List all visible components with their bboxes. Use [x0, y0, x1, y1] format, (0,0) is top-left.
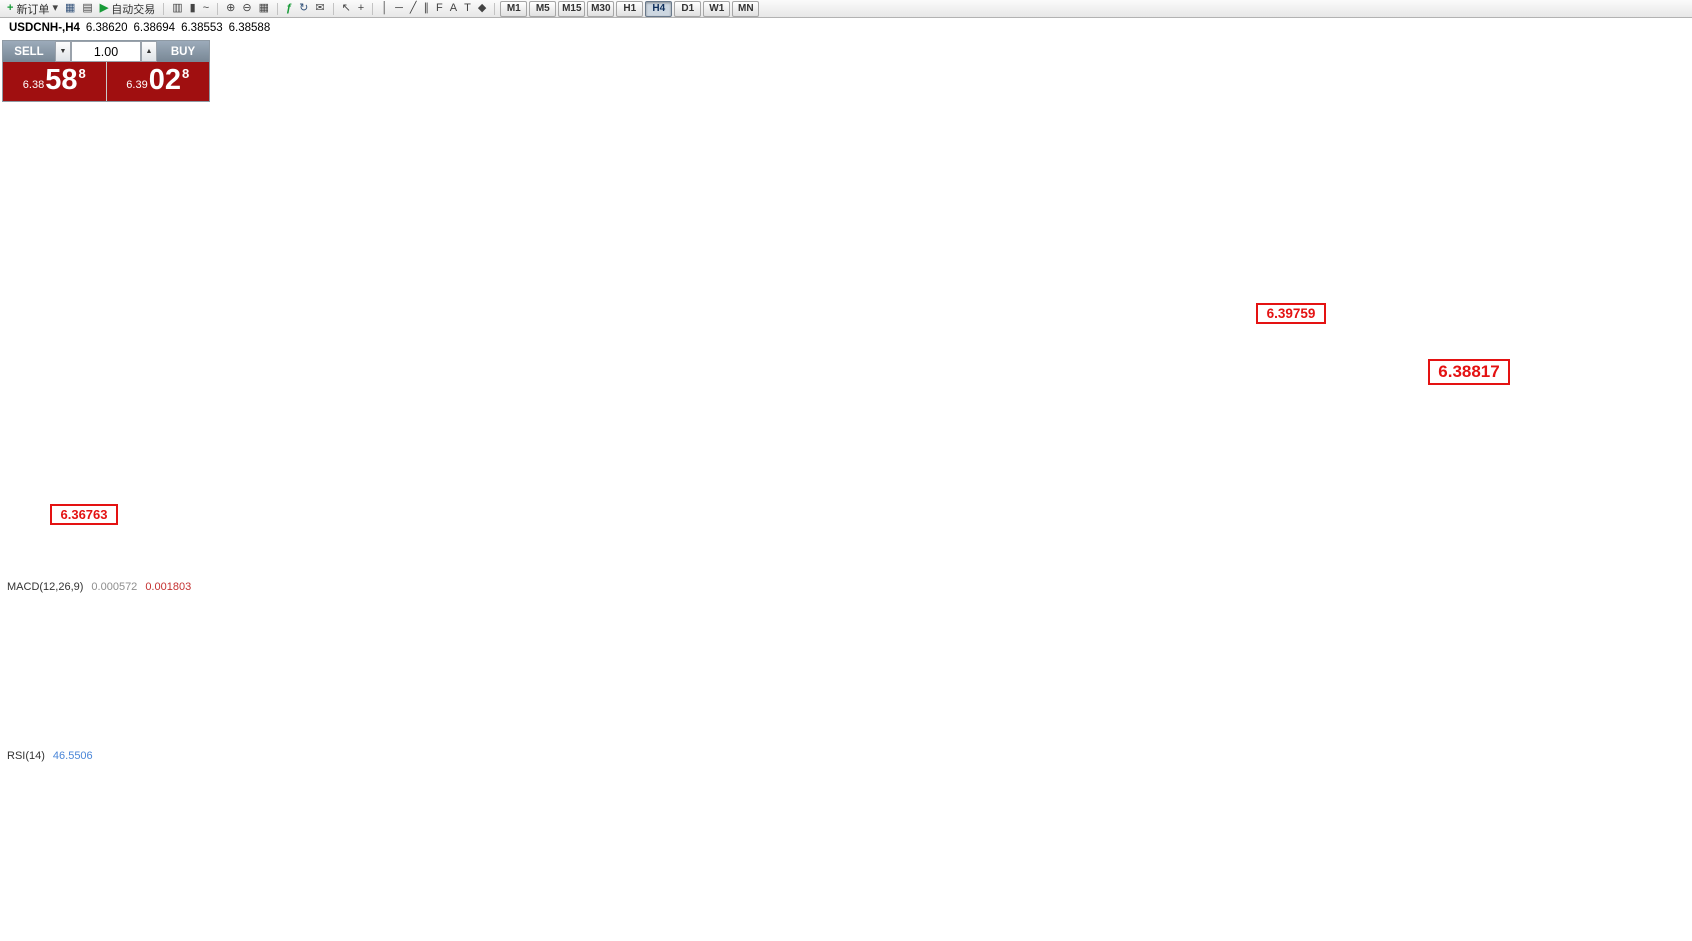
timeframe-h1-button[interactable]: H1: [616, 0, 644, 17]
timeframe-d1-button[interactable]: D1: [674, 0, 702, 17]
low-value: 6.38553: [181, 22, 223, 34]
trendline-tool-button[interactable]: ╱: [407, 1, 420, 16]
zoom-out-button[interactable]: ⊖: [239, 1, 254, 16]
chart-ohlc-header: USDCNH-,H4 6.38620 6.38694 6.38553 6.385…: [9, 22, 270, 34]
auto-trading-label: 自动交易: [111, 3, 156, 16]
swing-low-annotation[interactable]: 6.36763: [50, 504, 118, 525]
timeframe-m1-button[interactable]: M1: [500, 0, 528, 17]
fibonacci-tool-button[interactable]: F: [433, 1, 446, 16]
toolbar-separator: [163, 2, 165, 15]
volume-input[interactable]: [71, 41, 141, 62]
macd-indicator-header: MACD(12,26,9) 0.000572 0.001803: [7, 581, 191, 593]
rsi-title: RSI(14): [7, 750, 45, 762]
timeframe-w1-button[interactable]: W1: [703, 0, 731, 17]
bar-chart-button[interactable]: ▥: [169, 1, 185, 16]
play-icon: ▶: [99, 2, 109, 14]
macd-title: MACD(12,26,9): [7, 581, 84, 593]
candle-chart-icon: ▮: [189, 2, 196, 14]
new-chart-icon: ▦: [64, 2, 76, 14]
channel-icon: ∥: [423, 2, 430, 14]
line-chart-icon: ~: [202, 2, 210, 14]
close-value: 6.38588: [228, 22, 271, 34]
rsi-value: 46.5506: [52, 750, 93, 762]
sell-price-point: 8: [78, 66, 86, 81]
buy-price-pips: 02: [148, 64, 181, 96]
vertical-line-icon: │: [381, 2, 389, 14]
grid-button[interactable]: ▦: [256, 1, 272, 16]
macd-main-value: 0.000572: [91, 581, 138, 593]
shapes-icon: ◆: [477, 2, 487, 14]
buy-price-integer: 6.39: [126, 79, 148, 91]
timeframe-m5-button[interactable]: M5: [529, 0, 557, 17]
sell-price-pips: 58: [45, 64, 78, 96]
horizontal-line-icon: ─: [395, 2, 403, 14]
timeframe-mn-button[interactable]: MN: [732, 0, 760, 17]
new-order-label: 新订单: [16, 3, 50, 16]
buy-button[interactable]: BUY: [157, 41, 209, 62]
zoom-in-button[interactable]: ⊕: [223, 1, 238, 16]
chevron-down-icon: ▾: [52, 2, 58, 14]
timeframe-m15-button[interactable]: M15: [558, 0, 586, 17]
volume-decrease-button[interactable]: ▼: [55, 41, 71, 62]
candle-chart-button[interactable]: ▮: [187, 1, 199, 16]
fibonacci-icon: F: [436, 2, 443, 14]
toolbar-separator: [217, 2, 219, 15]
buy-price-point: 8: [181, 66, 190, 81]
label-tool-button[interactable]: T: [461, 1, 474, 16]
mailbox-button[interactable]: ✉: [312, 1, 327, 16]
indicators-button[interactable]: ƒ: [283, 1, 295, 16]
cursor-icon: ↖: [341, 2, 351, 14]
entry-price-annotation[interactable]: 6.38817: [1428, 359, 1510, 385]
swing-high-annotation[interactable]: 6.39759: [1256, 303, 1326, 324]
toolbar-separator: [372, 2, 374, 15]
toolbar-separator: [494, 2, 496, 15]
crosshair-tool-button[interactable]: +: [355, 1, 367, 16]
refresh-button[interactable]: ↻: [296, 1, 311, 16]
auto-trading-button[interactable]: ▶ 自动交易: [97, 1, 158, 16]
timeframe-h4-button[interactable]: H4: [645, 0, 673, 17]
shapes-tool-button[interactable]: ◆: [475, 1, 489, 16]
cursor-tool-button[interactable]: ↖: [339, 1, 354, 16]
macd-signal-value: 0.001803: [145, 581, 192, 593]
text-tool-icon: A: [449, 2, 458, 14]
vertical-line-tool-button[interactable]: │: [378, 1, 391, 16]
high-value: 6.38694: [133, 22, 176, 34]
toolbar-separator: [277, 2, 278, 15]
volume-increase-button[interactable]: ▲: [141, 41, 157, 62]
zoom-in-icon: ⊕: [226, 2, 236, 14]
profiles-button[interactable]: ▤: [79, 1, 95, 16]
trendline-icon: ╱: [409, 2, 417, 14]
sell-price-integer: 6.38: [22, 79, 45, 91]
open-value: 6.38620: [85, 22, 128, 34]
text-tool-button[interactable]: A: [447, 1, 460, 16]
horizontal-line-tool-button[interactable]: ─: [392, 1, 406, 16]
spinner-up-icon: ▲: [145, 48, 153, 55]
crosshair-icon: +: [357, 2, 365, 14]
plus-icon: +: [7, 2, 14, 14]
timeframe-m30-button[interactable]: M30: [587, 0, 615, 17]
toolbar-separator: [332, 2, 334, 15]
grid-icon: ▦: [258, 2, 269, 14]
bar-chart-icon: ▥: [172, 2, 183, 14]
new-order-button[interactable]: + 新订单 ▾: [4, 1, 61, 16]
buy-price-display[interactable]: 6.39 02 8: [106, 62, 209, 101]
mail-icon: ✉: [315, 2, 325, 14]
new-chart-button[interactable]: ▦: [62, 1, 78, 16]
sell-price-display[interactable]: 6.38 58 8: [3, 62, 107, 101]
rsi-indicator-header: RSI(14) 46.5506: [7, 750, 93, 762]
one-click-trading-panel: SELL ▼ ▲ BUY 6.38 58 8 6.39 02 8: [2, 40, 210, 102]
sell-button[interactable]: SELL: [3, 41, 55, 62]
line-chart-button[interactable]: ~: [200, 1, 212, 16]
zoom-out-icon: ⊖: [242, 2, 252, 14]
spinner-down-icon: ▼: [59, 48, 67, 55]
label-tool-icon: T: [464, 2, 471, 14]
symbol-label: USDCNH-,H4: [9, 22, 80, 34]
channel-tool-button[interactable]: ∥: [421, 1, 433, 16]
main-toolbar: + 新订单 ▾ ▦ ▤ ▶ 自动交易 ▥ ▮ ~ ⊕ ⊖ ▦ ƒ ↻ ✉ ↖ +…: [0, 0, 1692, 18]
profiles-icon: ▤: [82, 2, 93, 14]
indicators-icon: ƒ: [286, 2, 293, 14]
refresh-icon: ↻: [299, 2, 309, 14]
